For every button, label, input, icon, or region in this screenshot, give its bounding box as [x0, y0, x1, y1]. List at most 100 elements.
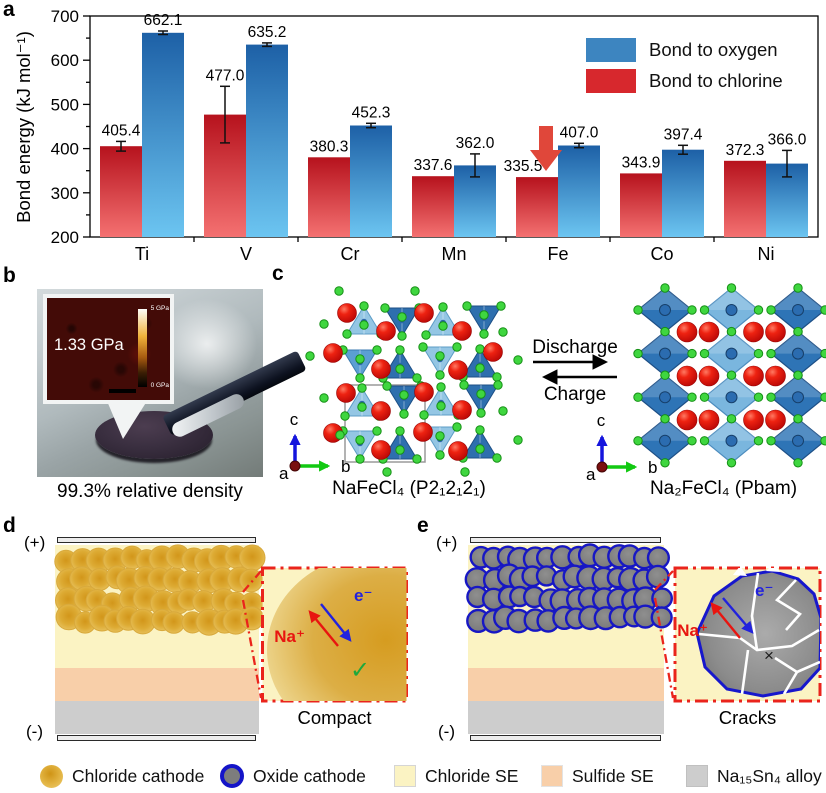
- panel-label-e: e: [417, 514, 429, 537]
- na-ion-label: Na⁺: [274, 627, 305, 646]
- na-ion-label: Na⁺: [677, 621, 708, 640]
- panel-label-d: d: [3, 514, 16, 537]
- axis-indicator-left: c b a: [279, 410, 350, 483]
- negative-electrode: [57, 735, 256, 741]
- alloy-swatch: [686, 765, 708, 787]
- svg-text:400: 400: [51, 140, 79, 159]
- bond-energy-bar-chart: 200 300 400 500 600 700 Ti 405.4 662.1 V 477.0 635.…: [13, 7, 819, 262]
- svg-text:Fe: Fe: [547, 244, 568, 262]
- chlorine-swatch: [586, 69, 636, 93]
- chloride-se-layer: [468, 545, 664, 668]
- modulus-map-inset: 1.33 GPa 5 GPa 0 GPa: [43, 294, 174, 404]
- bar-chlorine-Ti: [100, 146, 142, 237]
- bar-chlorine-Cr: [308, 157, 350, 237]
- cross-mark: ×: [764, 646, 774, 665]
- legend-item-chloride-se: Chloride SE: [394, 763, 518, 789]
- svg-text:380.3: 380.3: [310, 138, 349, 155]
- panel-d-caption: Compact: [297, 707, 372, 728]
- axis-indicator-right: c b a: [586, 411, 657, 484]
- svg-text:V: V: [240, 244, 252, 262]
- oxygen-swatch: [586, 38, 636, 62]
- positive-electrode: [470, 537, 661, 543]
- svg-text:Ti: Ti: [135, 244, 149, 262]
- svg-text:407.0: 407.0: [560, 124, 599, 141]
- negative-electrode: [470, 735, 661, 741]
- svg-text:Ni: Ni: [758, 244, 775, 262]
- legend-label: Sulfide SE: [572, 765, 654, 786]
- reaction-arrows: Discharge Charge: [532, 337, 618, 405]
- electron-arrow: [320, 603, 352, 642]
- bar-chlorine-Ni: [724, 160, 766, 237]
- colorbar-min-label: 0 GPa: [150, 382, 169, 389]
- panel-d-positive-sign: (+): [24, 533, 46, 552]
- inset-pointer: [107, 401, 147, 439]
- cracked-particle: [695, 569, 820, 698]
- svg-text:452.3: 452.3: [352, 104, 391, 121]
- panel-b-caption: 99.3% relative density: [57, 481, 243, 502]
- legend-row-oxygen: Bond to oxygen: [586, 38, 783, 62]
- panel-e-negative-sign: (-): [438, 722, 455, 741]
- legend-item-alloy: Na₁₅Sn₄ alloy: [686, 763, 822, 789]
- svg-text:635.2: 635.2: [248, 24, 287, 41]
- legend-label: Na₁₅Sn₄ alloy: [717, 765, 822, 786]
- discharge-label: Discharge: [532, 337, 618, 358]
- colorbar-max-label: 5 GPa: [150, 305, 169, 312]
- modulus-colorbar: [138, 309, 147, 387]
- sulfide-se-layer: [468, 668, 664, 701]
- svg-text:362.0: 362.0: [456, 135, 495, 152]
- chloride-cathode-swatch: [40, 764, 63, 788]
- a-axis-dot: [596, 461, 608, 473]
- na-ion-arrow: [308, 610, 339, 647]
- electron-arrow: [722, 597, 754, 634]
- c-axis-label: c: [290, 410, 299, 429]
- chloride-se-swatch: [394, 765, 416, 787]
- panel-e-caption: Cracks: [718, 707, 777, 728]
- legend-row-chlorine: Bond to chlorine: [586, 69, 783, 93]
- charge-label: Charge: [544, 384, 606, 405]
- legend-item-chloride-cathode: Chloride cathode: [40, 763, 204, 789]
- y-axis-label: Bond energy (kJ mol⁻¹): [13, 31, 34, 223]
- svg-text:337.6: 337.6: [414, 157, 453, 174]
- bar-chlorine-Mn: [412, 176, 454, 237]
- cell-stack-oxide: [468, 535, 664, 745]
- svg-text:700: 700: [51, 7, 79, 26]
- legend-label: Chloride cathode: [72, 765, 205, 786]
- panel-label-b: b: [3, 264, 16, 287]
- svg-text:405.4: 405.4: [102, 122, 141, 139]
- na-ion-arrow: [710, 602, 741, 639]
- bar-oxygen-V: [246, 44, 288, 237]
- a-axis-label: a: [586, 465, 596, 484]
- sulfide-se-swatch: [541, 765, 563, 787]
- bar-oxygen-Ti: [142, 32, 184, 237]
- bar-chlorine-Co: [620, 173, 662, 237]
- legend-label-chlorine: Bond to chlorine: [649, 70, 783, 91]
- na2fecl4-caption: Na₂FeCl₄ (Pbam): [649, 478, 798, 499]
- unit-cell-outline: [344, 384, 426, 463]
- svg-text:300: 300: [51, 184, 79, 203]
- sulfide-se-layer: [55, 668, 259, 701]
- svg-text:335.5: 335.5: [504, 158, 543, 175]
- bar-oxygen-Co: [662, 149, 704, 237]
- panel-label-a: a: [3, 0, 15, 21]
- legend-item-sulfide-se: Sulfide SE: [541, 763, 654, 789]
- svg-text:Co: Co: [650, 244, 673, 262]
- svg-text:343.9: 343.9: [622, 154, 661, 171]
- cell-stack-chloride: [55, 535, 259, 745]
- bar-chlorine-Fe: [516, 177, 558, 237]
- b-axis-label: b: [648, 458, 657, 477]
- chloride-se-layer: [55, 545, 259, 668]
- svg-text:662.1: 662.1: [144, 12, 183, 29]
- panel-d-negative-sign: (-): [26, 722, 43, 741]
- svg-text:477.0: 477.0: [206, 67, 245, 84]
- chart-legend: Bond to oxygen Bond to chlorine: [586, 38, 783, 100]
- svg-text:397.4: 397.4: [664, 126, 703, 143]
- panel-e-positive-sign: (+): [436, 533, 458, 552]
- modulus-value: 1.33 GPa: [54, 336, 124, 354]
- alloy-layer: [468, 701, 664, 734]
- svg-text:200: 200: [51, 228, 79, 247]
- svg-text:366.0: 366.0: [768, 131, 807, 148]
- svg-text:Mn: Mn: [441, 244, 466, 262]
- oxide-cathode-swatch: [220, 764, 244, 788]
- cracks-inset: Na⁺ e⁻ ×: [673, 566, 822, 703]
- svg-text:600: 600: [51, 51, 79, 70]
